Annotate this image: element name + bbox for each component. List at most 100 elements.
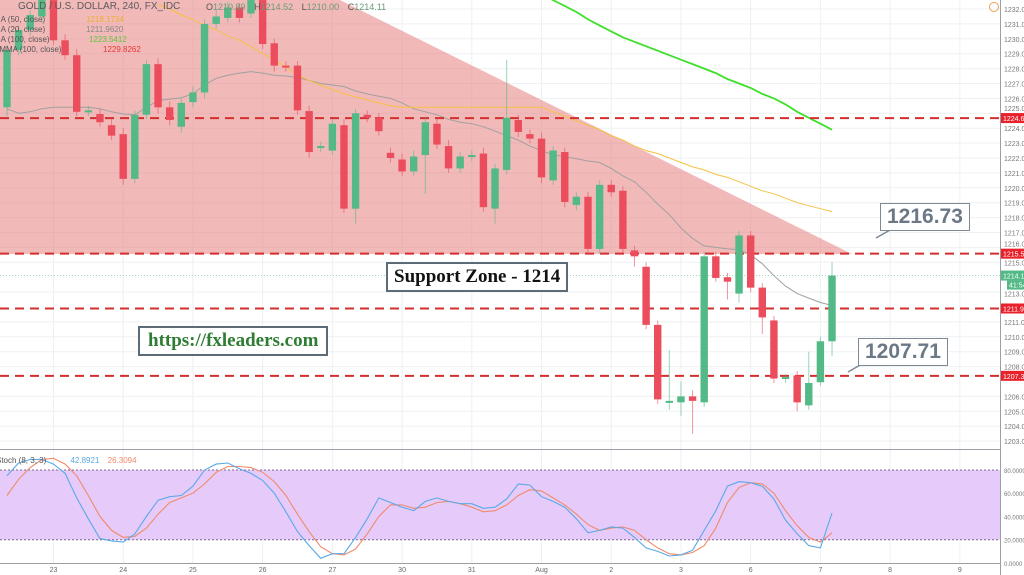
- price-tick-label: 1231.00: [1004, 22, 1024, 29]
- date-tick-label: 24: [119, 567, 127, 574]
- candle-body: [189, 92, 197, 103]
- open-label: O: [206, 2, 214, 12]
- date-tick-label: 7: [818, 567, 822, 574]
- date-tick-label: 8: [888, 567, 892, 574]
- symbol-title: GOLD / U.S. DOLLAR, 240, FX_IDC: [18, 1, 181, 12]
- date-tick-label: 2: [609, 567, 613, 574]
- candle-body: [107, 125, 116, 136]
- price-tick-label: 1229.00: [1004, 52, 1024, 59]
- candle-body: [688, 396, 697, 401]
- price-tick-label: 1204.00: [1004, 424, 1024, 431]
- candle-body: [247, 0, 255, 14]
- indicator-ma20[interactable]: MA (20, close): [0, 25, 45, 35]
- candle-body: [410, 156, 418, 172]
- price-tick-label: 1208.00: [1004, 365, 1024, 372]
- candle-body: [258, 0, 267, 45]
- date-tick-label: 26: [259, 567, 267, 574]
- date-tick-label: 25: [189, 567, 197, 574]
- stoch-band: [0, 469, 1000, 540]
- price-badge-label: 1215.58: [1003, 252, 1024, 259]
- candle-body: [38, 0, 46, 17]
- price-tick-label: 1225.00: [1004, 106, 1024, 113]
- candle-body: [654, 324, 662, 400]
- candle-body: [398, 159, 406, 172]
- candle-body: [828, 275, 836, 342]
- candle-body: [235, 7, 244, 18]
- price-tick-label: 1226.00: [1004, 96, 1024, 103]
- candle-body: [805, 382, 813, 406]
- stoch-tick-label: 0.0000: [1004, 562, 1023, 568]
- website-watermark: https://fxleaders.com: [138, 326, 329, 356]
- candle-body: [375, 117, 383, 132]
- stoch-title: Stoch (8, 3, 3): [0, 456, 47, 465]
- price-tick-label: 1209.00: [1004, 350, 1024, 357]
- stochastic-panel: [0, 457, 1000, 559]
- candle-body: [73, 55, 81, 112]
- indicator-label: MA (50, close): [0, 15, 46, 24]
- price-tick-label: 1217.00: [1004, 231, 1024, 238]
- candle-body: [49, 0, 58, 41]
- price-tick-label: 1205.00: [1004, 409, 1024, 416]
- stoch-tick-label: 20.0000: [1004, 539, 1024, 545]
- clock-icon[interactable]: [989, 2, 999, 12]
- candle-body: [317, 146, 325, 149]
- price-tick-label: 1232.00: [1004, 7, 1024, 14]
- stoch-line: [6, 457, 833, 556]
- candle-body: [328, 123, 337, 151]
- candle-body: [595, 184, 604, 249]
- candle-body: [84, 110, 93, 113]
- candle-body: [816, 341, 825, 383]
- candle-body: [572, 196, 581, 205]
- high-value: 1214.52: [260, 2, 294, 12]
- indicator-ma100[interactable]: MA (100, close): [0, 35, 50, 45]
- price-tick-label: 1223.00: [1004, 141, 1024, 148]
- indicator-smma100[interactable]: SMMA (100, close): [0, 45, 62, 55]
- close-label: C: [347, 2, 355, 12]
- candle-body: [491, 168, 499, 209]
- candle-body: [14, 29, 23, 50]
- countdown-badge: [1007, 280, 1024, 290]
- candle-body: [421, 122, 430, 156]
- candle-body: [793, 375, 801, 403]
- stoch-tick-label: 40.0000: [1004, 515, 1024, 521]
- candle-body: [154, 64, 162, 108]
- indicator-value: 1229.8262: [103, 45, 141, 54]
- candle-body: [735, 235, 743, 294]
- candle-body: [3, 49, 11, 108]
- price-tick-label: 1222.00: [1004, 156, 1024, 163]
- price-badge-label: 1214.11: [1003, 274, 1024, 281]
- indicator-value: 1218.1734: [86, 15, 124, 24]
- candle-body: [479, 153, 488, 208]
- moving-average-line: [550, 0, 833, 131]
- date-tick-label: 31: [468, 567, 476, 574]
- candle-body: [444, 146, 453, 169]
- candle-body: [607, 184, 615, 193]
- price-badge: [1001, 248, 1024, 259]
- date-tick-label: Aug: [535, 567, 548, 574]
- candle-body: [340, 125, 348, 209]
- price-tick-label: 1227.00: [1004, 82, 1024, 89]
- candle-body: [270, 43, 278, 66]
- candle-body: [468, 155, 476, 158]
- low-value: 1210.00: [306, 2, 340, 12]
- date-tick-label: 3: [679, 567, 683, 574]
- callout-1216-73: 1216.73: [880, 203, 970, 231]
- date-tick-label: 27: [328, 567, 336, 574]
- candle-body: [456, 156, 464, 169]
- stoch-legend[interactable]: Stoch (8, 3, 3) 42.8921 26.3094: [0, 456, 137, 466]
- indicator-ma50[interactable]: MA (50, close): [0, 15, 45, 25]
- candle-body: [282, 65, 290, 68]
- ohlc-readout: O1210.89 H1214.52 L1210.00 C1214.11: [200, 2, 386, 13]
- candle-body: [746, 235, 755, 288]
- candle-body: [96, 114, 104, 123]
- price-tick-label: 1230.00: [1004, 37, 1024, 44]
- candle-body: [584, 196, 592, 249]
- price-badge: [1001, 370, 1024, 381]
- date-tick-label: 23: [50, 567, 58, 574]
- callout-high-pointer: [875, 229, 891, 239]
- candle-body: [665, 400, 674, 403]
- price-tick-label: 1218.00: [1004, 216, 1024, 223]
- candle-body: [433, 123, 441, 145]
